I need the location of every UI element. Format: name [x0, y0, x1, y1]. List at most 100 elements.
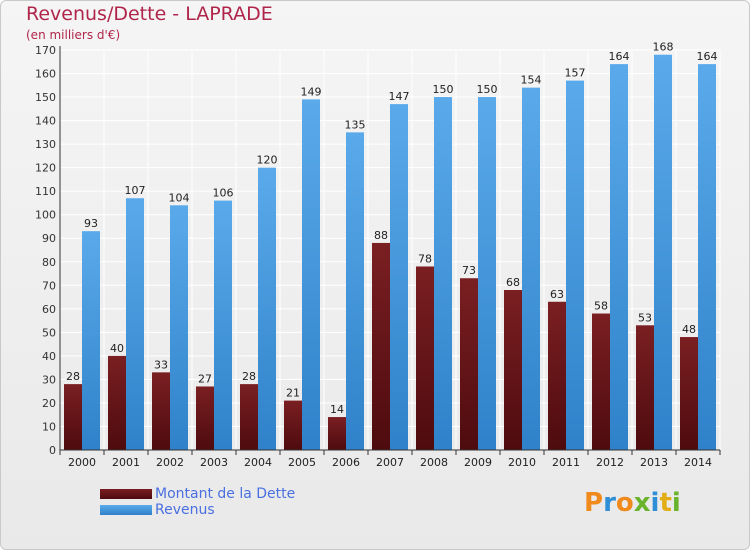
x-tick-label: 2006 — [332, 456, 360, 469]
value-label-debt: 40 — [110, 342, 124, 355]
x-tick-label: 2011 — [552, 456, 580, 469]
x-tick-label: 2003 — [200, 456, 228, 469]
y-tick-label: 140 — [35, 115, 56, 128]
bar-debt — [240, 384, 258, 450]
value-label-debt: 27 — [198, 372, 212, 385]
logo-letter: P — [584, 488, 604, 518]
value-label-debt: 21 — [286, 387, 300, 400]
value-label-revenue: 147 — [389, 90, 410, 103]
logo-letter: i — [671, 488, 681, 518]
x-tick-label: 2009 — [464, 456, 492, 469]
legend-label-debt: Montant de la Dette — [155, 486, 296, 502]
bar-revenue — [302, 99, 320, 450]
bar-revenue — [610, 64, 628, 450]
value-label-debt: 48 — [682, 323, 696, 336]
bar-debt — [636, 325, 654, 450]
logo-letter: t — [659, 488, 672, 518]
bar-revenue — [522, 87, 540, 450]
bar-debt — [592, 313, 610, 450]
value-label-revenue: 150 — [433, 83, 454, 96]
logo-letter: o — [615, 488, 634, 518]
value-label-debt: 78 — [418, 252, 432, 265]
x-tick-label: 2001 — [112, 456, 140, 469]
legend-item-debt: Montant de la Dette — [100, 486, 295, 502]
legend-swatch-debt — [100, 489, 152, 499]
value-label-revenue: 150 — [477, 83, 498, 96]
value-label-revenue: 164 — [609, 50, 630, 63]
y-tick-label: 20 — [42, 397, 56, 410]
value-label-revenue: 106 — [213, 187, 234, 200]
legend-item-revenue: Revenus — [100, 502, 295, 518]
bar-debt — [152, 372, 170, 450]
y-tick-label: 90 — [42, 232, 56, 245]
legend-swatch-revenue — [100, 505, 152, 515]
y-tick-label: 0 — [49, 444, 56, 457]
bar-revenue — [214, 200, 232, 450]
x-tick-label: 2000 — [68, 456, 96, 469]
value-label-debt: 28 — [242, 370, 256, 383]
value-label-revenue: 168 — [653, 41, 674, 54]
bar-revenue — [434, 97, 452, 450]
y-tick-label: 120 — [35, 162, 56, 175]
y-tick-label: 70 — [42, 279, 56, 292]
chart-title: Revenus/Dette - LAPRADE — [26, 3, 273, 25]
y-tick-label: 50 — [42, 326, 56, 339]
y-tick-label: 100 — [35, 209, 56, 222]
logo-letter: x — [633, 488, 651, 518]
y-tick-label: 10 — [42, 420, 56, 433]
bar-revenue — [82, 231, 100, 450]
value-label-revenue: 120 — [257, 154, 278, 167]
value-label-debt: 68 — [506, 276, 520, 289]
bar-debt — [680, 337, 698, 450]
bar-revenue — [126, 198, 144, 450]
bar-revenue — [390, 104, 408, 450]
value-label-revenue: 154 — [521, 74, 542, 87]
bar-revenue — [566, 80, 584, 451]
y-tick-label: 150 — [35, 91, 56, 104]
value-label-revenue: 164 — [697, 50, 718, 63]
x-tick-label: 2014 — [684, 456, 712, 469]
value-label-debt: 73 — [462, 264, 476, 277]
value-label-debt: 28 — [66, 370, 80, 383]
x-tick-label: 2002 — [156, 456, 184, 469]
x-tick-label: 2012 — [596, 456, 624, 469]
bar-revenue — [170, 205, 188, 450]
y-tick-label: 40 — [42, 350, 56, 363]
y-tick-label: 130 — [35, 138, 56, 151]
value-label-debt: 33 — [154, 358, 168, 371]
logo-letter: r — [603, 488, 616, 518]
x-tick-label: 2004 — [244, 456, 272, 469]
bar-revenue — [258, 167, 276, 450]
chart-subtitle: (en milliers d'€) — [26, 28, 121, 42]
bar-revenue — [478, 97, 496, 450]
value-label-debt: 88 — [374, 229, 388, 242]
logo-letter: i — [650, 488, 660, 518]
bar-debt — [504, 290, 522, 450]
value-label-debt: 63 — [550, 288, 564, 301]
y-tick-label: 30 — [42, 373, 56, 386]
bar-debt — [548, 301, 566, 450]
y-tick-label: 80 — [42, 256, 56, 269]
y-tick-label: 60 — [42, 303, 56, 316]
bar-revenue — [346, 132, 364, 450]
value-label-debt: 58 — [594, 300, 608, 313]
value-label-revenue: 135 — [345, 118, 366, 131]
bar-debt — [196, 386, 214, 450]
x-tick-label: 2008 — [420, 456, 448, 469]
bar-debt — [328, 417, 346, 450]
bar-debt — [108, 355, 126, 450]
bar-revenue — [654, 54, 672, 451]
x-tick-label: 2013 — [640, 456, 668, 469]
value-label-revenue: 149 — [301, 85, 322, 98]
x-tick-label: 2007 — [376, 456, 404, 469]
legend-label-revenue: Revenus — [155, 502, 215, 518]
bar-debt — [284, 400, 302, 450]
bar-debt — [372, 242, 390, 450]
y-tick-label: 110 — [35, 185, 56, 198]
value-label-revenue: 107 — [125, 184, 146, 197]
proxiti-logo: Proxiti — [584, 488, 681, 518]
value-label-debt: 53 — [638, 311, 652, 324]
y-tick-label: 170 — [35, 44, 56, 57]
value-label-revenue: 104 — [169, 191, 190, 204]
